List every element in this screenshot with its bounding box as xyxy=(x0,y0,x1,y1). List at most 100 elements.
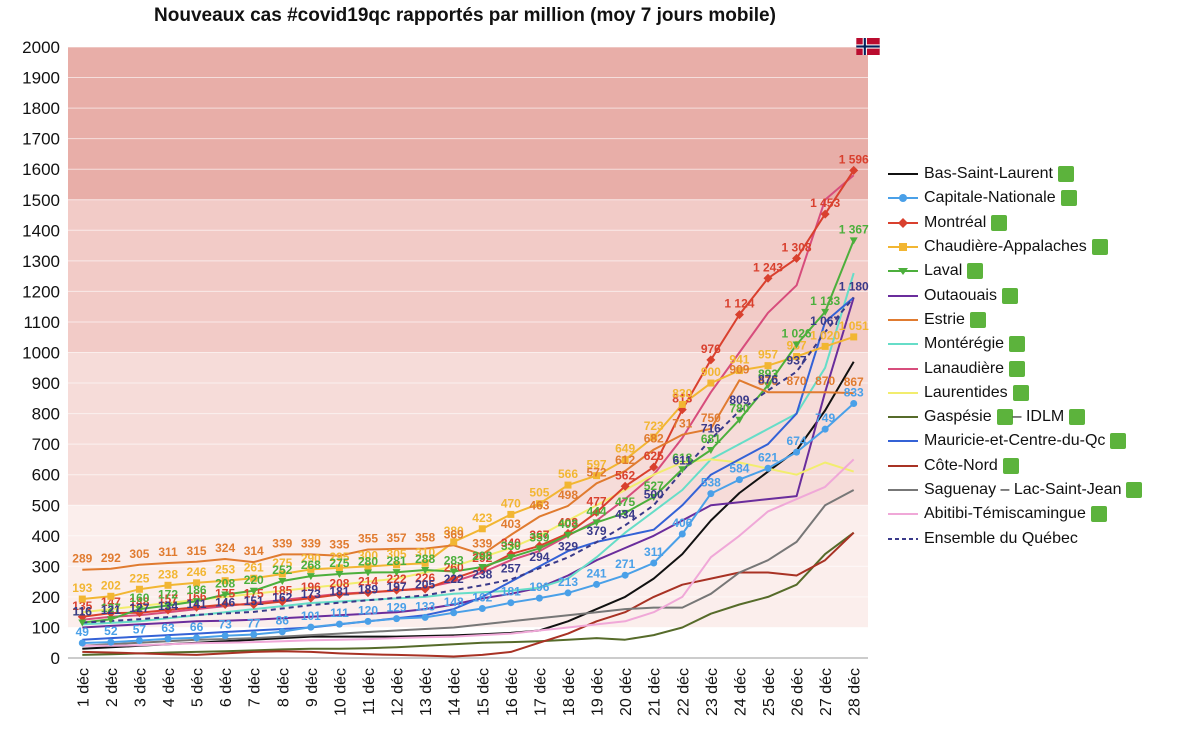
data-point xyxy=(535,545,544,553)
data-label: 833 xyxy=(844,386,864,400)
data-label: 257 xyxy=(501,561,521,575)
data-point xyxy=(850,400,858,408)
x-tick-label: 13 déc xyxy=(418,668,435,716)
x-tick-label: 19 déc xyxy=(590,668,607,716)
y-tick-label: 400 xyxy=(32,527,60,546)
y-tick-label: 1500 xyxy=(22,191,60,210)
x-tick-label: 14 déc xyxy=(447,668,464,716)
data-point xyxy=(364,617,372,625)
data-point xyxy=(821,425,829,433)
data-label: 909 xyxy=(729,362,749,376)
data-point xyxy=(249,587,258,595)
data-label: 208 xyxy=(329,576,349,590)
data-point xyxy=(250,574,258,582)
legend-marker xyxy=(888,343,918,346)
x-tick-label: 7 déc xyxy=(247,668,264,707)
y-tick-label: 1000 xyxy=(22,344,60,363)
data-label: 355 xyxy=(358,532,378,546)
green-square-icon xyxy=(1110,433,1127,450)
data-point xyxy=(192,598,201,606)
legend-item: Saguenay – Lac-Saint-Jean xyxy=(888,478,1188,502)
legend-marker xyxy=(888,537,918,540)
data-point xyxy=(507,510,515,518)
legend-item: Bas-Saint-Laurent xyxy=(888,162,1188,186)
data-point xyxy=(392,569,401,577)
data-label: 129 xyxy=(387,601,407,615)
data-point xyxy=(820,209,830,219)
data-label: 222 xyxy=(387,572,407,586)
data-point xyxy=(78,595,86,603)
data-label: 358 xyxy=(415,531,435,545)
data-label: 674 xyxy=(787,434,807,448)
series-line xyxy=(82,379,854,571)
data-label: 566 xyxy=(558,467,578,481)
data-point xyxy=(421,567,430,575)
data-label: 562 xyxy=(615,468,635,482)
data-point xyxy=(364,569,372,577)
threshold-band xyxy=(68,352,868,506)
data-point xyxy=(507,599,515,607)
data-label: 189 xyxy=(358,582,378,596)
x-tick-label: 12 déc xyxy=(390,668,407,716)
data-label: 289 xyxy=(72,552,92,566)
y-tick-label: 200 xyxy=(32,588,60,607)
data-label: 900 xyxy=(701,365,721,379)
green-square-icon xyxy=(1069,409,1086,426)
data-label: 133 xyxy=(415,599,435,613)
legend-marker xyxy=(888,318,918,321)
series-line xyxy=(82,296,855,641)
data-point xyxy=(250,630,258,638)
green-square-icon xyxy=(1057,166,1074,183)
x-tick-label: 27 déc xyxy=(818,668,835,716)
data-label: 57 xyxy=(133,623,147,637)
x-tick-label: 10 déc xyxy=(332,668,349,716)
data-label: 976 xyxy=(701,342,721,356)
data-point xyxy=(564,589,572,597)
data-label: 957 xyxy=(758,348,778,362)
data-point xyxy=(220,600,230,610)
y-tick-label: 900 xyxy=(32,374,60,393)
data-point xyxy=(221,577,229,585)
data-label: 682 xyxy=(644,432,664,446)
data-point xyxy=(478,563,487,571)
data-label: 196 xyxy=(301,580,321,594)
series-line xyxy=(82,335,855,600)
legend-label: Abitibi-Témiscamingue xyxy=(924,505,1086,523)
x-tick-label: 26 déc xyxy=(790,668,807,716)
x-tick-label: 28 déc xyxy=(847,668,864,716)
data-point xyxy=(706,355,716,365)
legend-item: Ensemble du Québec xyxy=(888,526,1188,550)
series-line xyxy=(82,531,855,658)
x-tick-label: 3 déc xyxy=(132,668,149,707)
legend-label: Montréal xyxy=(924,213,987,231)
data-point xyxy=(364,562,372,570)
data-label: 357 xyxy=(387,531,407,545)
data-label: 127 xyxy=(129,601,149,615)
data-label: 151 xyxy=(244,594,264,608)
data-label: 937 xyxy=(787,354,807,368)
legend-marker xyxy=(888,416,918,419)
y-tick-label: 1400 xyxy=(22,221,60,240)
legend-marker xyxy=(888,489,918,491)
data-label: 625 xyxy=(644,449,664,463)
data-label: 146 xyxy=(215,595,235,609)
data-point xyxy=(78,619,87,627)
data-label: 197 xyxy=(387,580,407,594)
series-line xyxy=(82,169,855,618)
y-tick-label: 600 xyxy=(32,466,60,485)
x-tick-label: 5 déc xyxy=(190,668,207,707)
y-tick-label: 1800 xyxy=(22,99,60,118)
legend-marker xyxy=(888,217,918,228)
data-label: 294 xyxy=(529,550,549,564)
data-label: 186 xyxy=(187,583,207,597)
data-point xyxy=(564,531,572,539)
data-label: 281 xyxy=(387,554,407,568)
green-square-icon xyxy=(996,409,1013,426)
data-point xyxy=(735,416,744,424)
data-point xyxy=(249,600,259,610)
data-point xyxy=(335,570,344,578)
data-point xyxy=(763,273,773,283)
series-line xyxy=(82,489,855,647)
data-label: 876 xyxy=(758,372,778,386)
data-label: 208 xyxy=(215,576,235,590)
